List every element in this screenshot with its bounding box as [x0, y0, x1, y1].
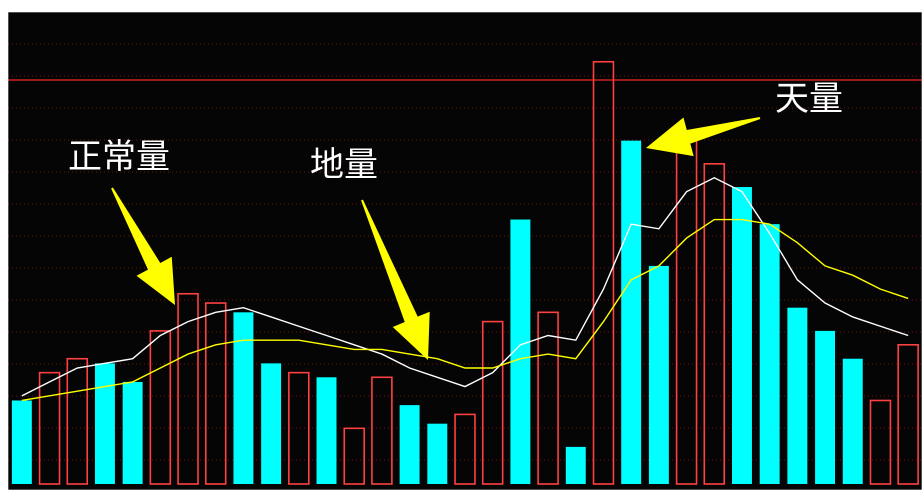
volume-bar-up: [204, 302, 227, 485]
annotation-arrows: [111, 117, 761, 360]
volume-bar-down: [316, 377, 337, 484]
volume-bar-down: [842, 358, 863, 484]
annotation-high-volume: 天量: [775, 79, 843, 119]
volume-bar-up: [592, 60, 615, 485]
volume-bar-down: [510, 219, 531, 484]
volume-bar-down: [648, 265, 669, 484]
moving-average-line-2: [21, 218, 909, 402]
volume-bar-down: [233, 312, 254, 484]
volume-bar-up: [288, 371, 310, 485]
arrow-normal-volume: [111, 187, 175, 305]
moving-average-lines: [21, 176, 909, 402]
volume-bar-up: [38, 371, 61, 485]
volume-bar-up: [149, 330, 172, 485]
volume-bar-down: [94, 363, 115, 484]
volume-bar-down: [815, 330, 836, 484]
volume-bar-up: [481, 320, 504, 485]
annotation-labels: 正常量 地量 天量: [68, 79, 843, 185]
volume-bar-down: [621, 140, 642, 484]
annotation-normal-volume: 正常量: [68, 137, 170, 177]
volume-bar-down: [399, 405, 420, 484]
arrow-low-volume: [361, 199, 430, 360]
volume-bar-up: [869, 399, 892, 485]
volume-bar-up: [897, 343, 919, 485]
volume-bar-up: [703, 163, 726, 485]
volume-bar-down: [11, 400, 32, 484]
volume-bar-up: [537, 311, 559, 485]
volume-bar-up: [454, 413, 476, 485]
volume-bar-up: [177, 292, 199, 485]
volume-bar-down: [731, 187, 752, 485]
volume-bar-down: [261, 363, 282, 484]
volume-bar-up: [66, 357, 89, 485]
volume-bars: [11, 60, 919, 485]
chart-frame: [7, 11, 922, 491]
annotation-low-volume: 地量: [310, 145, 378, 185]
arrow-high-volume: [646, 117, 761, 157]
volume-bar-down: [759, 224, 780, 484]
moving-average-line-1: [21, 176, 909, 397]
volume-bar-down: [427, 423, 448, 484]
volume-bar-down: [787, 307, 808, 484]
volume-bar-down: [565, 446, 586, 484]
volume-bar-up: [343, 427, 365, 485]
grid-lines: [8, 43, 922, 461]
volume-bar-down: [122, 381, 143, 484]
volume-bar-up: [371, 376, 393, 485]
